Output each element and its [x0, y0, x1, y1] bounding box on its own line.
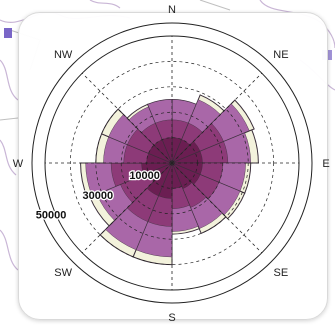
radial-tick-label: 50000	[36, 210, 67, 222]
grid-layer	[31, 22, 313, 304]
ring-20000	[120, 111, 224, 215]
radial-tick-label: 10000	[129, 170, 160, 182]
outer-ring	[31, 22, 313, 304]
direction-label-sw: SW	[54, 267, 72, 279]
ring-30000	[95, 86, 249, 240]
direction-label-e: E	[322, 158, 329, 170]
direction-label-s: S	[168, 312, 175, 324]
ring-10000	[146, 137, 198, 189]
direction-label-n: N	[168, 4, 176, 16]
direction-label-nw: NW	[54, 49, 73, 61]
direction-label-w: W	[13, 158, 24, 170]
ring-40000	[70, 61, 274, 265]
direction-label-ne: NE	[273, 49, 288, 61]
labels-layer: 10000 30000 50000 N NE E SE S SW W NW	[13, 4, 330, 324]
direction-label-se: SE	[274, 267, 289, 279]
sectors-layer	[80, 94, 259, 266]
ring-50000	[44, 35, 300, 291]
radial-tick-label: 30000	[83, 190, 114, 202]
